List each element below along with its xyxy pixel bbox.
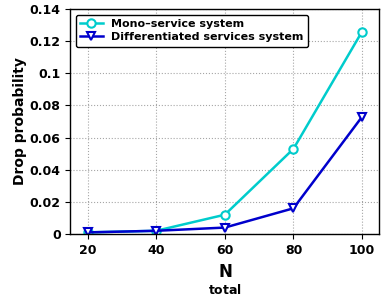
Line: Mono–service system: Mono–service system bbox=[83, 27, 366, 237]
Differentiated services system bbox=[85, 231, 90, 234]
Differentiated services system bbox=[154, 229, 158, 232]
Differentiated services system bbox=[222, 226, 227, 230]
Differentiated services system bbox=[291, 206, 296, 210]
Mono–service system bbox=[291, 147, 296, 151]
Differentiated services system bbox=[360, 115, 364, 119]
Text: $\mathbf{N}$: $\mathbf{N}$ bbox=[218, 263, 232, 281]
Mono–service system bbox=[85, 231, 90, 234]
Y-axis label: Drop probability: Drop probability bbox=[13, 58, 27, 185]
Mono–service system bbox=[154, 229, 158, 232]
Line: Differentiated services system: Differentiated services system bbox=[83, 112, 366, 237]
Legend: Mono–service system, Differentiated services system: Mono–service system, Differentiated serv… bbox=[76, 15, 308, 47]
Text: $\mathbf{total}$: $\mathbf{total}$ bbox=[208, 284, 242, 298]
Mono–service system bbox=[222, 213, 227, 217]
Mono–service system bbox=[360, 30, 364, 33]
